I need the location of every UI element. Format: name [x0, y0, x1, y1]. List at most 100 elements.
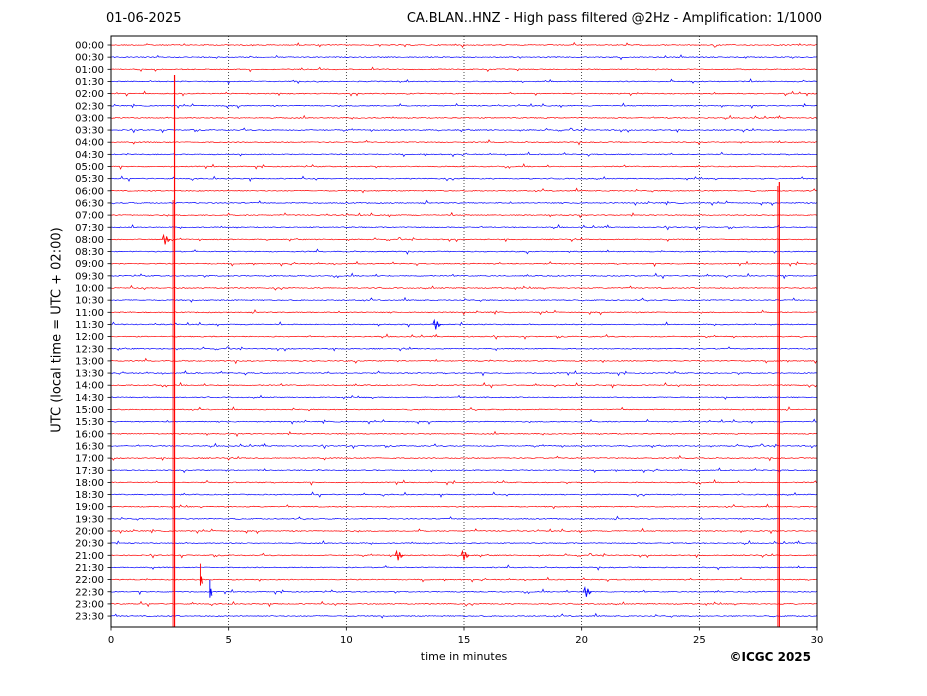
y-tick-label: 18:00 — [75, 478, 104, 489]
y-tick-label: 20:00 — [75, 527, 104, 538]
y-tick-label: 16:30 — [75, 441, 104, 452]
event-mark — [161, 233, 171, 245]
y-tick-label: 00:00 — [75, 41, 104, 52]
x-tick-label: 30 — [811, 635, 824, 646]
x-tick-label: 5 — [225, 635, 231, 646]
trace-row-07:00 — [110, 211, 817, 219]
y-tick-label: 05:30 — [75, 174, 104, 185]
y-tick-label: 04:00 — [75, 138, 104, 149]
y-tick-label: 22:30 — [75, 587, 104, 598]
trace-row-02:00 — [110, 90, 817, 97]
x-tick-label: 0 — [108, 635, 114, 646]
y-tick-label: 14:30 — [75, 393, 104, 404]
y-tick-label: 19:30 — [75, 514, 104, 525]
trace-row-22:30 — [110, 588, 817, 596]
trace-row-11:00 — [110, 309, 817, 316]
trace-row-04:30 — [110, 151, 817, 158]
trace-row-12:00 — [110, 333, 817, 340]
trace-row-06:00 — [110, 187, 817, 194]
y-tick-label: 21:30 — [75, 563, 104, 574]
trace-row-14:30 — [110, 394, 817, 400]
trace-row-00:30 — [110, 54, 817, 61]
trace-row-20:00 — [110, 527, 817, 535]
y-tick-label: 02:00 — [75, 89, 104, 100]
y-tick-label: 03:00 — [75, 113, 104, 124]
trace-row-03:30 — [110, 127, 817, 134]
trace-row-22:00 — [110, 576, 817, 583]
trace-row-14:00 — [110, 381, 817, 389]
trace-row-09:30 — [110, 272, 817, 280]
y-tick-label: 09:00 — [75, 259, 104, 270]
trace-row-08:00 — [111, 237, 817, 243]
trace-row-19:00 — [110, 503, 817, 510]
trace-row-19:30 — [110, 515, 817, 521]
trace-row-23:30 — [110, 612, 817, 619]
y-tick-label: 17:00 — [75, 454, 104, 465]
trace-row-05:00 — [110, 163, 817, 170]
y-tick-label: 16:00 — [75, 429, 104, 440]
trace-row-08:30 — [111, 248, 817, 255]
y-tick-label: 01:30 — [75, 77, 104, 88]
trace-row-11:30 — [110, 321, 817, 328]
y-tick-label: 19:00 — [75, 502, 104, 513]
y-tick-label: 07:00 — [75, 211, 104, 222]
y-tick-label: 23:30 — [75, 612, 104, 623]
trace-row-07:30 — [110, 224, 817, 231]
event-mark — [460, 549, 470, 561]
trace-row-10:00 — [110, 284, 817, 291]
trace-row-21:00 — [110, 552, 817, 559]
trace-row-21:30 — [110, 564, 817, 571]
x-tick-label: 15 — [458, 635, 471, 646]
y-tick-label: 11:00 — [75, 308, 104, 319]
y-tick-label: 10:30 — [75, 296, 104, 307]
trace-row-12:30 — [110, 346, 817, 352]
y-tick-label: 10:00 — [75, 284, 104, 295]
trace-row-01:30 — [110, 78, 817, 85]
y-tick-label: 23:00 — [75, 599, 104, 610]
trace-row-13:00 — [110, 357, 817, 365]
x-axis-label: time in minutes — [420, 650, 508, 663]
trace-row-17:00 — [110, 454, 817, 462]
y-tick-label: 17:30 — [75, 466, 104, 477]
event-mark — [582, 586, 592, 597]
trace-row-01:00 — [110, 66, 817, 73]
y-tick-label: 00:30 — [75, 53, 104, 64]
y-tick-label: 06:30 — [75, 198, 104, 209]
trace-row-20:30 — [110, 539, 817, 545]
y-tick-label: 21:00 — [75, 551, 104, 562]
trace-row-17:30 — [110, 467, 817, 474]
trace-row-06:30 — [110, 199, 817, 207]
trace-row-00:00 — [110, 41, 817, 49]
x-tick-label: 20 — [575, 635, 588, 646]
y-tick-label: 11:30 — [75, 320, 104, 331]
y-tick-label: 13:00 — [75, 356, 104, 367]
y-tick-label: 22:00 — [75, 575, 104, 586]
y-tick-label: 13:30 — [75, 369, 104, 380]
y-tick-label: 18:30 — [75, 490, 104, 501]
y-tick-label: 03:30 — [75, 126, 104, 137]
x-tick-label: 10 — [340, 635, 353, 646]
trace-row-09:00 — [110, 260, 817, 268]
trace-row-18:30 — [111, 491, 817, 498]
y-tick-label: 09:30 — [75, 271, 104, 282]
trace-row-16:30 — [110, 442, 817, 450]
trace-row-10:30 — [110, 296, 817, 303]
copyright-label: ©ICGC 2025 — [729, 650, 811, 664]
trace-row-18:00 — [110, 479, 817, 486]
event-mark — [209, 579, 213, 598]
y-tick-label: 05:00 — [75, 162, 104, 173]
y-tick-label: 08:00 — [75, 235, 104, 246]
date-label: 01-06-2025 — [106, 11, 182, 26]
trace-row-02:30 — [110, 102, 817, 109]
trace-row-05:30 — [110, 175, 817, 183]
trace-row-15:30 — [110, 418, 817, 425]
event-mark — [199, 563, 203, 586]
y-tick-label: 20:30 — [75, 539, 104, 550]
event-mark — [432, 318, 442, 330]
y-tick-label: 02:30 — [75, 101, 104, 112]
y-tick-label: 01:00 — [75, 65, 104, 76]
y-tick-label: 12:00 — [75, 332, 104, 343]
trace-row-23:00 — [110, 600, 817, 608]
trace-row-15:00 — [110, 406, 817, 412]
